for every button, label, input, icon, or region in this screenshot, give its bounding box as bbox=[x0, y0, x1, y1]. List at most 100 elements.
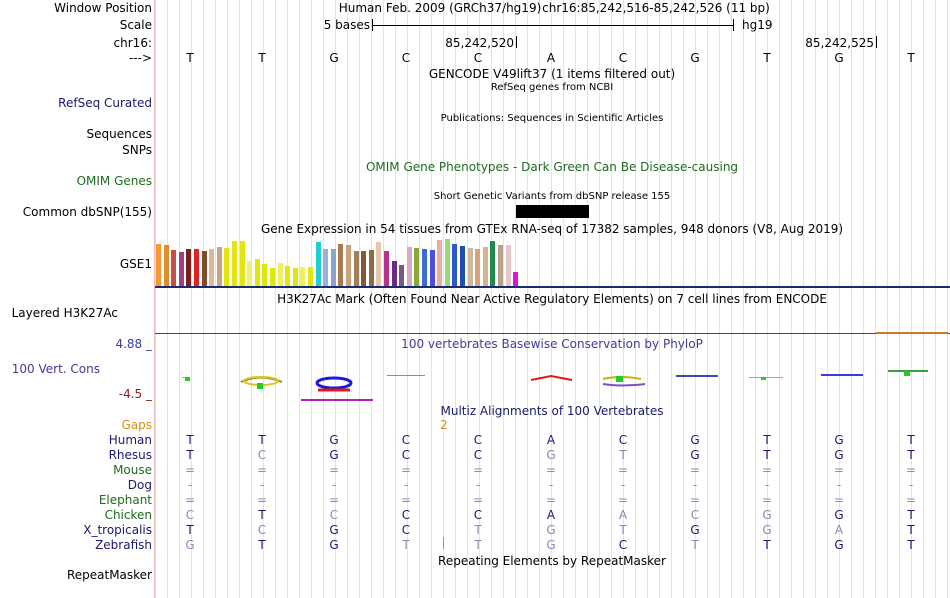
gridline bbox=[887, 0, 888, 598]
gtex-tissue-bar[interactable] bbox=[194, 249, 199, 287]
aligned-base: = bbox=[761, 463, 773, 477]
aligned-base: C bbox=[329, 508, 339, 522]
gridline bbox=[455, 0, 456, 598]
gtex-tissue-bar[interactable] bbox=[376, 242, 382, 287]
gridline bbox=[875, 0, 876, 598]
gtex-tissue-bar[interactable] bbox=[277, 263, 283, 287]
gtex-tissue-bar[interactable] bbox=[292, 268, 298, 287]
h3k27ac-signal-line bbox=[155, 333, 950, 334]
gtex-tissue-bar[interactable] bbox=[156, 244, 161, 287]
gtex-tissue-bar[interactable] bbox=[330, 249, 336, 287]
gtex-tissue-bar[interactable] bbox=[254, 259, 260, 287]
gtex-tissue-bar[interactable] bbox=[429, 250, 435, 287]
gtex-tissue-bar[interactable] bbox=[498, 245, 503, 287]
dbsnp-variant-feature[interactable] bbox=[516, 205, 589, 218]
gtex-tissue-bar[interactable] bbox=[239, 241, 245, 287]
gtex-tissue-bar[interactable] bbox=[460, 246, 465, 287]
gridline bbox=[911, 0, 912, 598]
gtex-tissue-bar[interactable] bbox=[216, 247, 222, 287]
gtex-tissue-bar[interactable] bbox=[171, 250, 177, 287]
gtex-tissue-bar[interactable] bbox=[444, 239, 450, 287]
gtex-expression-bars[interactable] bbox=[155, 237, 535, 287]
gtex-tissue-bar[interactable] bbox=[232, 241, 237, 287]
gtex-tissue-bar[interactable] bbox=[308, 267, 313, 287]
gtex-tissue-bar[interactable] bbox=[178, 252, 184, 287]
species-label[interactable]: Chicken bbox=[104, 508, 152, 522]
aligned-base: C bbox=[690, 508, 700, 522]
species-label[interactable]: Mouse bbox=[113, 463, 152, 477]
species-label[interactable]: X_tropicalis bbox=[83, 523, 152, 537]
gtex-tissue-bar[interactable] bbox=[262, 264, 268, 287]
species-label[interactable]: Zebrafish bbox=[95, 538, 152, 552]
gtex-tissue-bar[interactable] bbox=[346, 245, 351, 287]
gtex-tissue-bar[interactable] bbox=[201, 251, 207, 287]
species-label[interactable]: Dog bbox=[127, 478, 152, 492]
gtex-tissue-bar[interactable] bbox=[384, 251, 389, 287]
gtex-tissue-bar[interactable] bbox=[368, 250, 374, 287]
gtex-tissue-bar[interactable] bbox=[437, 240, 443, 287]
reference-base: T bbox=[763, 51, 771, 65]
sequences-track-label[interactable]: Sequences bbox=[86, 127, 152, 141]
gtex-baseline bbox=[155, 286, 950, 288]
gtex-tissue-bar[interactable] bbox=[209, 249, 215, 287]
gtex-tissue-bar[interactable] bbox=[163, 245, 169, 287]
phylop-mark bbox=[821, 374, 863, 376]
species-label[interactable]: Human bbox=[108, 433, 152, 447]
phylop-track-label[interactable]: 100 Vert. Cons bbox=[11, 362, 100, 376]
zebrafish-gap-mark bbox=[443, 537, 444, 549]
gtex-tissue-bar[interactable] bbox=[467, 248, 473, 287]
species-label[interactable]: Elephant bbox=[98, 493, 152, 507]
aligned-base: - bbox=[331, 478, 337, 492]
repeatmasker-track-label[interactable]: RepeatMasker bbox=[66, 568, 152, 582]
gtex-tissue-bar[interactable] bbox=[422, 249, 427, 287]
gtex-tissue-bar[interactable] bbox=[452, 244, 458, 287]
gtex-tissue-bar[interactable] bbox=[391, 261, 397, 287]
gtex-tissue-bar[interactable] bbox=[406, 247, 412, 287]
snps-track-label[interactable]: SNPs bbox=[122, 143, 152, 157]
gtex-tissue-bar[interactable] bbox=[414, 248, 420, 287]
gtex-tissue-bar[interactable] bbox=[399, 265, 405, 287]
gtex-tissue-bar[interactable] bbox=[300, 267, 306, 287]
gridline bbox=[443, 0, 444, 598]
phylop-negative-bar bbox=[301, 399, 373, 401]
gridline bbox=[515, 0, 516, 598]
gencode-track-title[interactable]: GENCODE V49lift37 (1 items filtered out) bbox=[428, 67, 676, 81]
aligned-base: G bbox=[329, 448, 339, 462]
gtex-tissue-bar[interactable] bbox=[353, 251, 359, 287]
gtex-tissue-bar[interactable] bbox=[361, 251, 367, 287]
gtex-tissue-bar[interactable] bbox=[285, 266, 291, 287]
aligned-base: G bbox=[834, 433, 844, 447]
phylop-logo-g2 bbox=[315, 376, 353, 390]
gtex-tissue-bar[interactable] bbox=[490, 241, 496, 287]
chrom-label: chr16: bbox=[113, 36, 152, 50]
gtex-tissue-bar[interactable] bbox=[505, 245, 511, 287]
reference-base: G bbox=[690, 51, 700, 65]
gtex-tissue-bar[interactable] bbox=[186, 249, 192, 287]
refseq-track-label[interactable]: RefSeq Curated bbox=[58, 96, 152, 110]
aligned-base: - bbox=[259, 478, 265, 492]
gtex-tissue-bar[interactable] bbox=[247, 261, 253, 287]
gtex-tissue-bar[interactable] bbox=[338, 244, 344, 287]
phylop-logo-graph[interactable] bbox=[155, 360, 950, 405]
gtex-tissue-bar[interactable] bbox=[482, 247, 488, 287]
strand-direction-label[interactable]: ---> bbox=[128, 51, 152, 65]
gtex-tissue-bar[interactable] bbox=[315, 242, 321, 287]
h3k27ac-track-label[interactable]: Layered H3K27Ac bbox=[11, 306, 118, 320]
aligned-base: G bbox=[546, 523, 556, 537]
aligned-base: = bbox=[545, 493, 557, 507]
gtex-tissue-bar[interactable] bbox=[323, 249, 329, 287]
species-label[interactable]: Rhesus bbox=[108, 448, 152, 462]
omim-track-label[interactable]: OMIM Genes bbox=[76, 174, 152, 188]
dbsnp-track-label[interactable]: Common dbSNP(155) bbox=[22, 205, 152, 219]
gridline bbox=[407, 0, 408, 598]
gtex-tissue-bar[interactable] bbox=[513, 272, 519, 287]
gtex-tissue-bar[interactable] bbox=[224, 248, 230, 287]
aligned-base: = bbox=[689, 493, 701, 507]
gtex-tissue-bar[interactable] bbox=[270, 268, 275, 287]
window-range-text[interactable]: chr16:85,242,516-85,242,526 (11 bp) bbox=[542, 1, 770, 15]
gaps-label[interactable]: Gaps bbox=[121, 418, 152, 432]
gtex-tissue-bar[interactable] bbox=[475, 249, 481, 287]
gse1-track-label[interactable]: GSE1 bbox=[119, 257, 152, 271]
phylop-mark bbox=[616, 376, 623, 382]
